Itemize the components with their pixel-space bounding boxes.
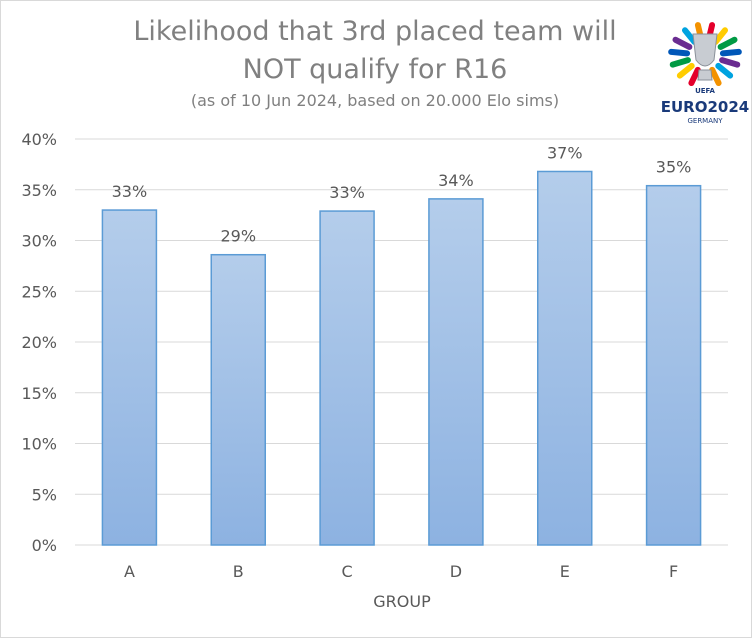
logo-uefa-text: UEFA [695,87,715,95]
logo-cup [692,33,718,81]
trophy-icon [668,22,742,87]
y-tick-label: 10% [21,435,57,454]
bar-F [645,184,702,546]
chart-subtitle: (as of 10 Jun 2024, based on 20.000 Elo … [190,91,560,110]
bar-B [210,253,266,546]
x-tick-label-A: A [124,562,135,581]
logo-ribbon [712,27,729,45]
x-axis-label: GROUP [373,592,431,611]
logo-ribbon [688,66,701,87]
x-tick-label-E: E [560,562,570,581]
logo-ribbon [719,57,741,68]
x-tick-label-F: F [669,562,678,581]
x-tick-label-C: C [341,562,352,581]
y-axis-ticks: 0% 5% 10% 15% 20% 25% 30% 35% 40% [21,130,57,555]
bars [101,170,702,546]
data-label-B: 29% [220,227,256,246]
euro2024-logo: UEFA EURO2024 GERMANY [661,22,749,125]
chart-title-line1: Likelihood that 3rd placed team will [133,16,617,47]
logo-euro-text: EURO2024 [661,98,749,116]
logo-ribbon [717,36,738,50]
data-label-E: 37% [547,143,583,162]
gridlines [75,138,728,546]
data-label-F: 35% [656,158,692,177]
y-tick-label: 5% [32,485,57,504]
y-tick-label: 20% [21,333,57,352]
bar-D [428,198,484,546]
logo-country-text: GERMANY [687,117,723,125]
data-label-A: 33% [112,182,148,201]
logo-ribbon [676,62,695,79]
data-labels: 33% 29% 33% 34% 37% 35% [112,143,692,245]
y-tick-label: 40% [21,130,57,149]
logo-ribbon [672,36,693,50]
bar-C [319,210,375,546]
logo-ribbon [668,48,691,57]
logo-ribbon [669,57,691,68]
bar-A [101,209,158,546]
data-label-C: 33% [329,183,365,202]
chart-title-line2: NOT qualify for R16 [242,54,508,85]
y-tick-label: 0% [32,536,57,555]
x-tick-label-B: B [233,562,244,581]
y-tick-label: 30% [21,232,57,251]
logo-ribbon [681,27,698,45]
logo-ribbon [715,62,734,79]
y-tick-label: 15% [21,384,57,403]
x-tick-label-D: D [450,562,462,581]
y-tick-label: 35% [21,181,57,200]
logo-ribbon [719,48,742,57]
x-axis-ticks: A B C D E F [124,562,678,581]
data-label-D: 34% [438,171,474,190]
logo-ribbon [709,66,722,87]
bar-E [537,170,593,546]
y-tick-label: 25% [21,282,57,301]
